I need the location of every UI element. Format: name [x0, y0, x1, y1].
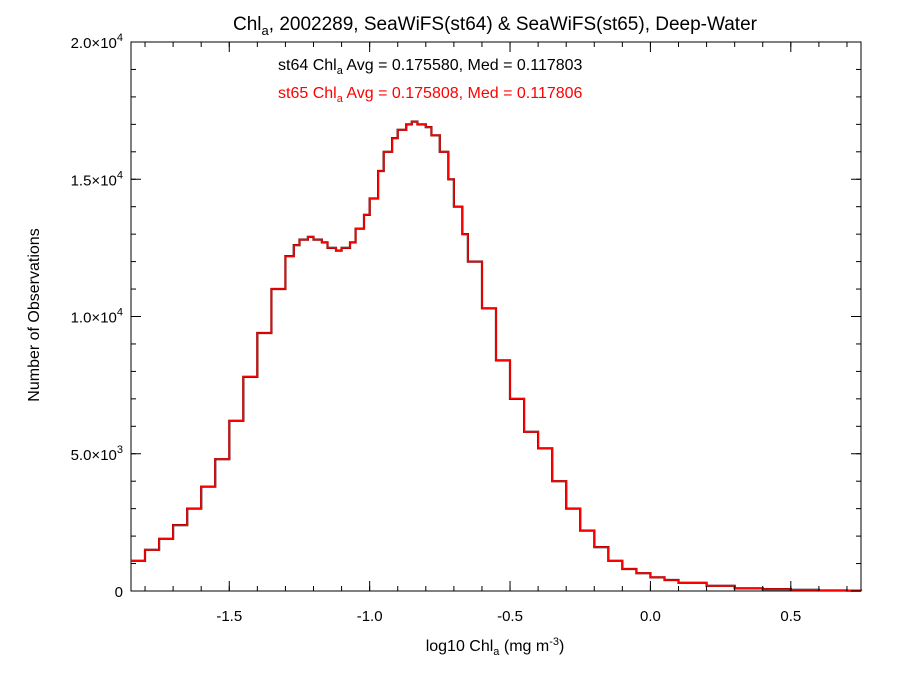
x-axis-label-sub: a	[493, 646, 500, 658]
chart-title: Chla, 2002289, SeaWiFS(st64) & SeaWiFS(s…	[233, 14, 758, 38]
annotation-st64: st64 Chla Avg = 0.175580, Med = 0.117803	[278, 57, 583, 77]
x-tick-label: 0.0	[640, 608, 661, 625]
x-tick-label: -1.0	[357, 608, 383, 625]
chart-title-prefix: Chl	[233, 14, 262, 35]
x-axis-label: log10 Chla (mg m-3)	[426, 636, 565, 658]
y-tick-label: 1.5×104	[71, 169, 123, 189]
annotation-st65-suffix: Avg = 0.175808, Med = 0.117806	[343, 85, 583, 102]
x-axis-label-sup: -3	[549, 636, 559, 648]
x-tick-label: -0.5	[497, 608, 523, 625]
x-axis-label-mid: (mg m	[499, 638, 549, 655]
stats-annotations: st64 Chla Avg = 0.175580, Med = 0.117803…	[278, 57, 583, 105]
annotation-st64-prefix: st64 Chl	[278, 57, 337, 74]
annotation-st65-sub: a	[337, 93, 344, 105]
x-axis-label-suffix: )	[559, 638, 564, 655]
chart-title-sub: a	[262, 23, 270, 38]
ticks-layer: -1.5 -1.0 -0.5 0.0 0.5 0 5.0×103 1.0×104 1.5×104…	[71, 32, 861, 625]
y-tick-label: 1.0×104	[71, 307, 123, 327]
chart-title-suffix: , 2002289, SeaWiFS(st64) & SeaWiFS(st65)…	[269, 14, 758, 35]
y-tick-label: 2.0×104	[71, 32, 123, 52]
x-tick-label: 0.5	[780, 608, 801, 625]
x-tick-label: -1.5	[216, 608, 242, 625]
y-tick-label: 5.0×103	[71, 444, 123, 464]
x-axis-label-prefix: log10 Chl	[426, 638, 494, 655]
y-axis-label: Number of Observations	[26, 228, 43, 401]
annotation-st64-sub: a	[337, 65, 344, 77]
series-line-1	[131, 120, 862, 592]
series-layer	[131, 120, 863, 592]
annotation-st65: st65 Chla Avg = 0.175808, Med = 0.117806	[278, 85, 583, 105]
annotation-st64-suffix: Avg = 0.175580, Med = 0.117803	[343, 57, 583, 74]
annotation-st65-prefix: st65 Chl	[278, 85, 337, 102]
y-tick-label: 0	[115, 584, 123, 601]
